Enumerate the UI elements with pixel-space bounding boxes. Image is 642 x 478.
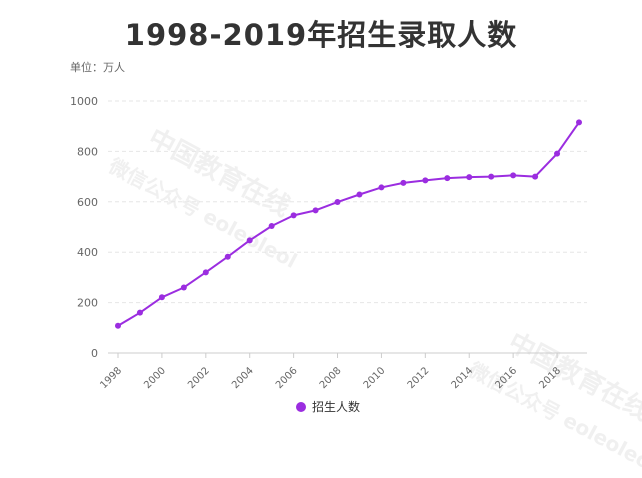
x-tick-label: 2004 [230, 365, 256, 391]
x-tick-label: 2014 [450, 365, 476, 391]
line-chart: 0 200 400 600 800 1000 1998 2000 2002 2004 2006 200… [70, 95, 587, 391]
y-tick-label: 200 [77, 297, 98, 310]
data-point [180, 284, 187, 291]
y-tick-label: 800 [77, 145, 98, 158]
legend-marker [296, 401, 306, 412]
x-tick-label: 1998 [98, 365, 124, 391]
y-tick-label: 0 [91, 347, 98, 360]
data-point [554, 150, 561, 157]
x-tick-label: 2016 [493, 365, 519, 391]
x-tick-label: 2018 [537, 365, 563, 391]
data-point [224, 253, 231, 260]
data-point [312, 207, 319, 214]
data-point [488, 173, 495, 180]
x-tick-label: 2006 [274, 365, 300, 391]
legend[interactable]: 招生人数 [296, 398, 360, 415]
y-tick-label: 400 [77, 246, 98, 259]
y-tick-label: 600 [77, 196, 98, 209]
series-line [117, 121, 580, 327]
data-point [378, 184, 385, 191]
data-point [400, 179, 407, 186]
data-point [510, 172, 517, 179]
data-point [136, 309, 143, 316]
x-tick-label: 2012 [406, 365, 432, 391]
data-point [202, 269, 209, 276]
data-point [444, 175, 451, 182]
legend-label: 招生人数 [312, 400, 361, 414]
data-point [356, 191, 363, 198]
data-point [334, 199, 341, 206]
data-point [576, 119, 582, 126]
data-point [422, 177, 429, 184]
x-tick-label: 2002 [186, 365, 212, 391]
data-point [246, 237, 253, 244]
y-tick-label: 1000 [70, 95, 98, 108]
data-point [532, 173, 539, 180]
data-point [158, 294, 165, 301]
data-point [115, 322, 121, 329]
data-point [466, 174, 473, 181]
data-point [268, 222, 275, 229]
chart-title: 1998-2019年招生录取人数 [124, 18, 518, 52]
unit-label: 单位：万人 [70, 61, 125, 74]
x-tick-label: 2000 [142, 365, 168, 391]
x-tick-label: 2008 [318, 365, 344, 391]
x-tick-label: 2010 [362, 365, 388, 391]
data-point [290, 212, 297, 219]
